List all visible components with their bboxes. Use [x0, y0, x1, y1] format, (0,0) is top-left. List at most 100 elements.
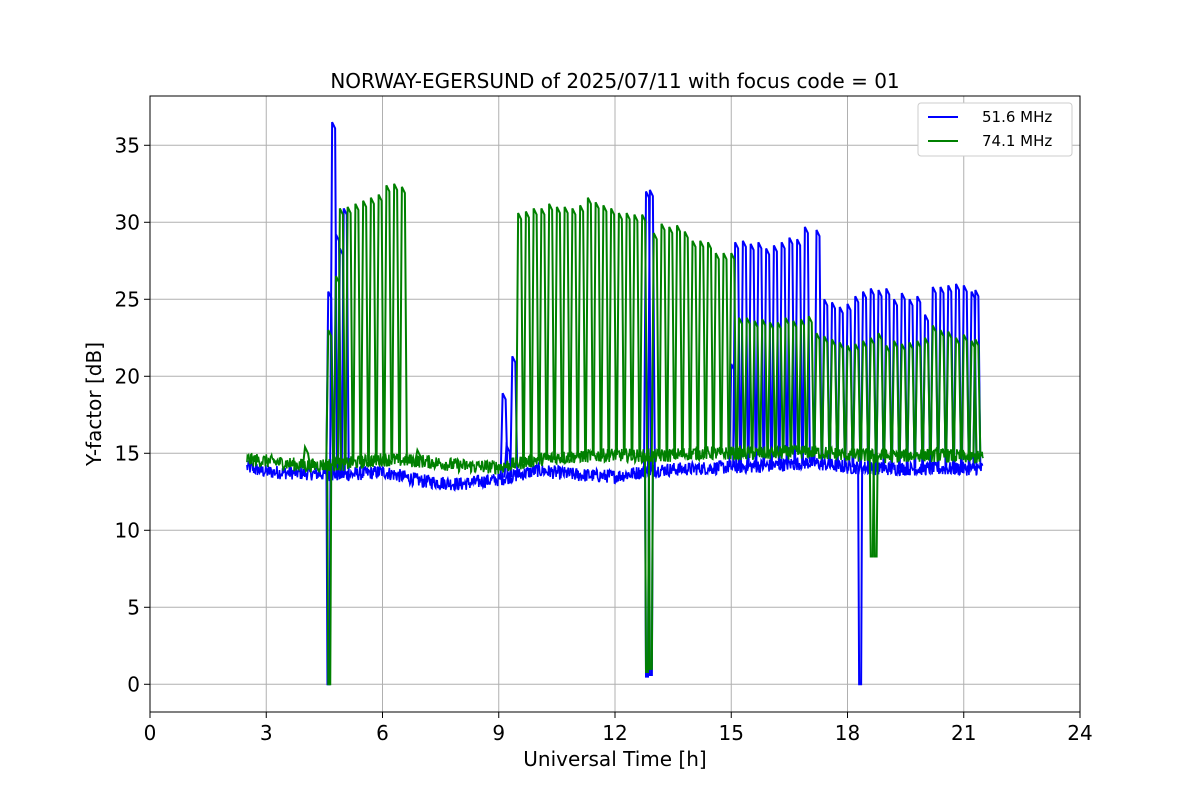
series-2-peak [945, 331, 955, 456]
x-tick-label: 12 [602, 721, 627, 745]
plot-area [246, 121, 984, 686]
series-2-peak [522, 211, 532, 462]
y-tick-label: 35 [115, 133, 140, 157]
series-2-peak [914, 340, 924, 456]
legend: 51.6 MHz 74.1 MHz [917, 102, 1073, 157]
series-2-peak [658, 223, 668, 456]
series-2-peak [650, 232, 660, 457]
series-2-peak [821, 335, 831, 453]
x-axis-ticks: 0 3 6 9 12 15 18 21 24 [144, 712, 1093, 745]
series-2-peak [584, 197, 594, 456]
series-2-peak [953, 337, 962, 457]
x-tick-label: 21 [951, 721, 976, 745]
series-2-peak [774, 321, 784, 453]
series-2-peak [325, 329, 335, 465]
series-2-peak [767, 321, 776, 454]
series-2-peak [414, 447, 424, 462]
series-2-peak [712, 252, 722, 454]
series-2-peak [798, 318, 807, 453]
series-2-peak [728, 252, 738, 454]
series-2-peak [344, 206, 354, 464]
legend-label-series-1: 51.6 MHz [982, 108, 1052, 126]
series-2-peak [631, 214, 641, 456]
series-2-peak [689, 240, 699, 454]
series-2-peak [743, 317, 753, 454]
series-2-peak [829, 338, 838, 454]
series-2-peak [398, 186, 408, 461]
series-2-peak [867, 337, 877, 456]
x-tick-label: 6 [376, 721, 389, 745]
series-2-peak [891, 340, 900, 457]
series-2-peak [360, 200, 370, 462]
x-tick-label: 18 [835, 721, 860, 745]
series-2-peak [898, 343, 908, 456]
series-2-peak [759, 318, 769, 454]
series-2-peak [530, 207, 540, 461]
series-1-peak [643, 191, 652, 472]
series-1-peak [340, 207, 350, 475]
series-2-peak [375, 194, 385, 460]
series-2-peak [705, 241, 714, 454]
series-2 [246, 183, 984, 686]
series-2-peak [623, 212, 633, 456]
series-2-peak [937, 329, 947, 456]
series-2-peak [333, 275, 342, 465]
x-tick-label: 24 [1067, 721, 1092, 745]
series-2-peak [720, 252, 730, 454]
series-2-peak [577, 204, 587, 457]
legend-label-series-2: 74.1 MHz [982, 132, 1052, 150]
y-tick-label: 10 [115, 518, 140, 542]
x-tick-label: 9 [492, 721, 505, 745]
series-2-peak [852, 343, 862, 456]
x-tick-label: 15 [719, 721, 744, 745]
series-2-baseline [246, 443, 984, 476]
series-2-peak [391, 183, 401, 460]
x-tick-label: 0 [144, 721, 157, 745]
series-2-peak [805, 315, 815, 452]
series-2-peak [736, 317, 745, 454]
series-2-peak [813, 332, 823, 453]
series-2-peak [674, 224, 683, 455]
series-1-dip [857, 467, 864, 686]
series-2-peak [302, 443, 311, 466]
series-2-peak [639, 214, 649, 456]
x-tick-label: 3 [260, 721, 273, 745]
series-2-peak [681, 231, 691, 454]
series-2-peak [844, 345, 854, 455]
series-2-peak [697, 240, 707, 454]
series-2-peak [883, 345, 893, 457]
series-1-peak [646, 189, 656, 471]
series-2-peak [972, 338, 982, 458]
series-2-peak [782, 317, 792, 453]
series-2-dip [647, 456, 654, 670]
series-2-peak [592, 201, 602, 456]
series-2-peak [569, 207, 579, 457]
series-2-peak [367, 197, 377, 461]
y-tick-label: 0 [127, 672, 140, 696]
y-tick-label: 5 [127, 595, 140, 619]
series-2-peak [929, 325, 939, 456]
series-2-peak [352, 203, 362, 463]
series-2-peak [836, 341, 846, 455]
series-2-peak [906, 341, 916, 456]
series-2-peak [383, 184, 393, 460]
series-2-peak [875, 332, 885, 457]
series-2-peak [546, 203, 556, 459]
chart-title: NORWAY-EGERSUND of 2025/07/11 with focus… [330, 69, 899, 93]
series-2-peak [553, 206, 563, 458]
series-2-dip [326, 464, 333, 686]
series-1-peak [499, 392, 509, 479]
y-axis-label: Y-factor [dB] [82, 342, 106, 467]
series-2-peak [751, 320, 761, 454]
series-2-peak [860, 340, 869, 456]
series-2-dip [872, 455, 879, 558]
series-2-peak [600, 204, 610, 456]
series-2-peak [922, 337, 931, 455]
series-2-peak [615, 212, 625, 455]
y-tick-label: 15 [115, 441, 140, 465]
series-2-peak [561, 206, 571, 458]
series-2-peak [790, 320, 800, 453]
y-tick-label: 20 [115, 364, 140, 388]
series-2-peak [336, 207, 346, 465]
series-2-peak [960, 334, 970, 457]
